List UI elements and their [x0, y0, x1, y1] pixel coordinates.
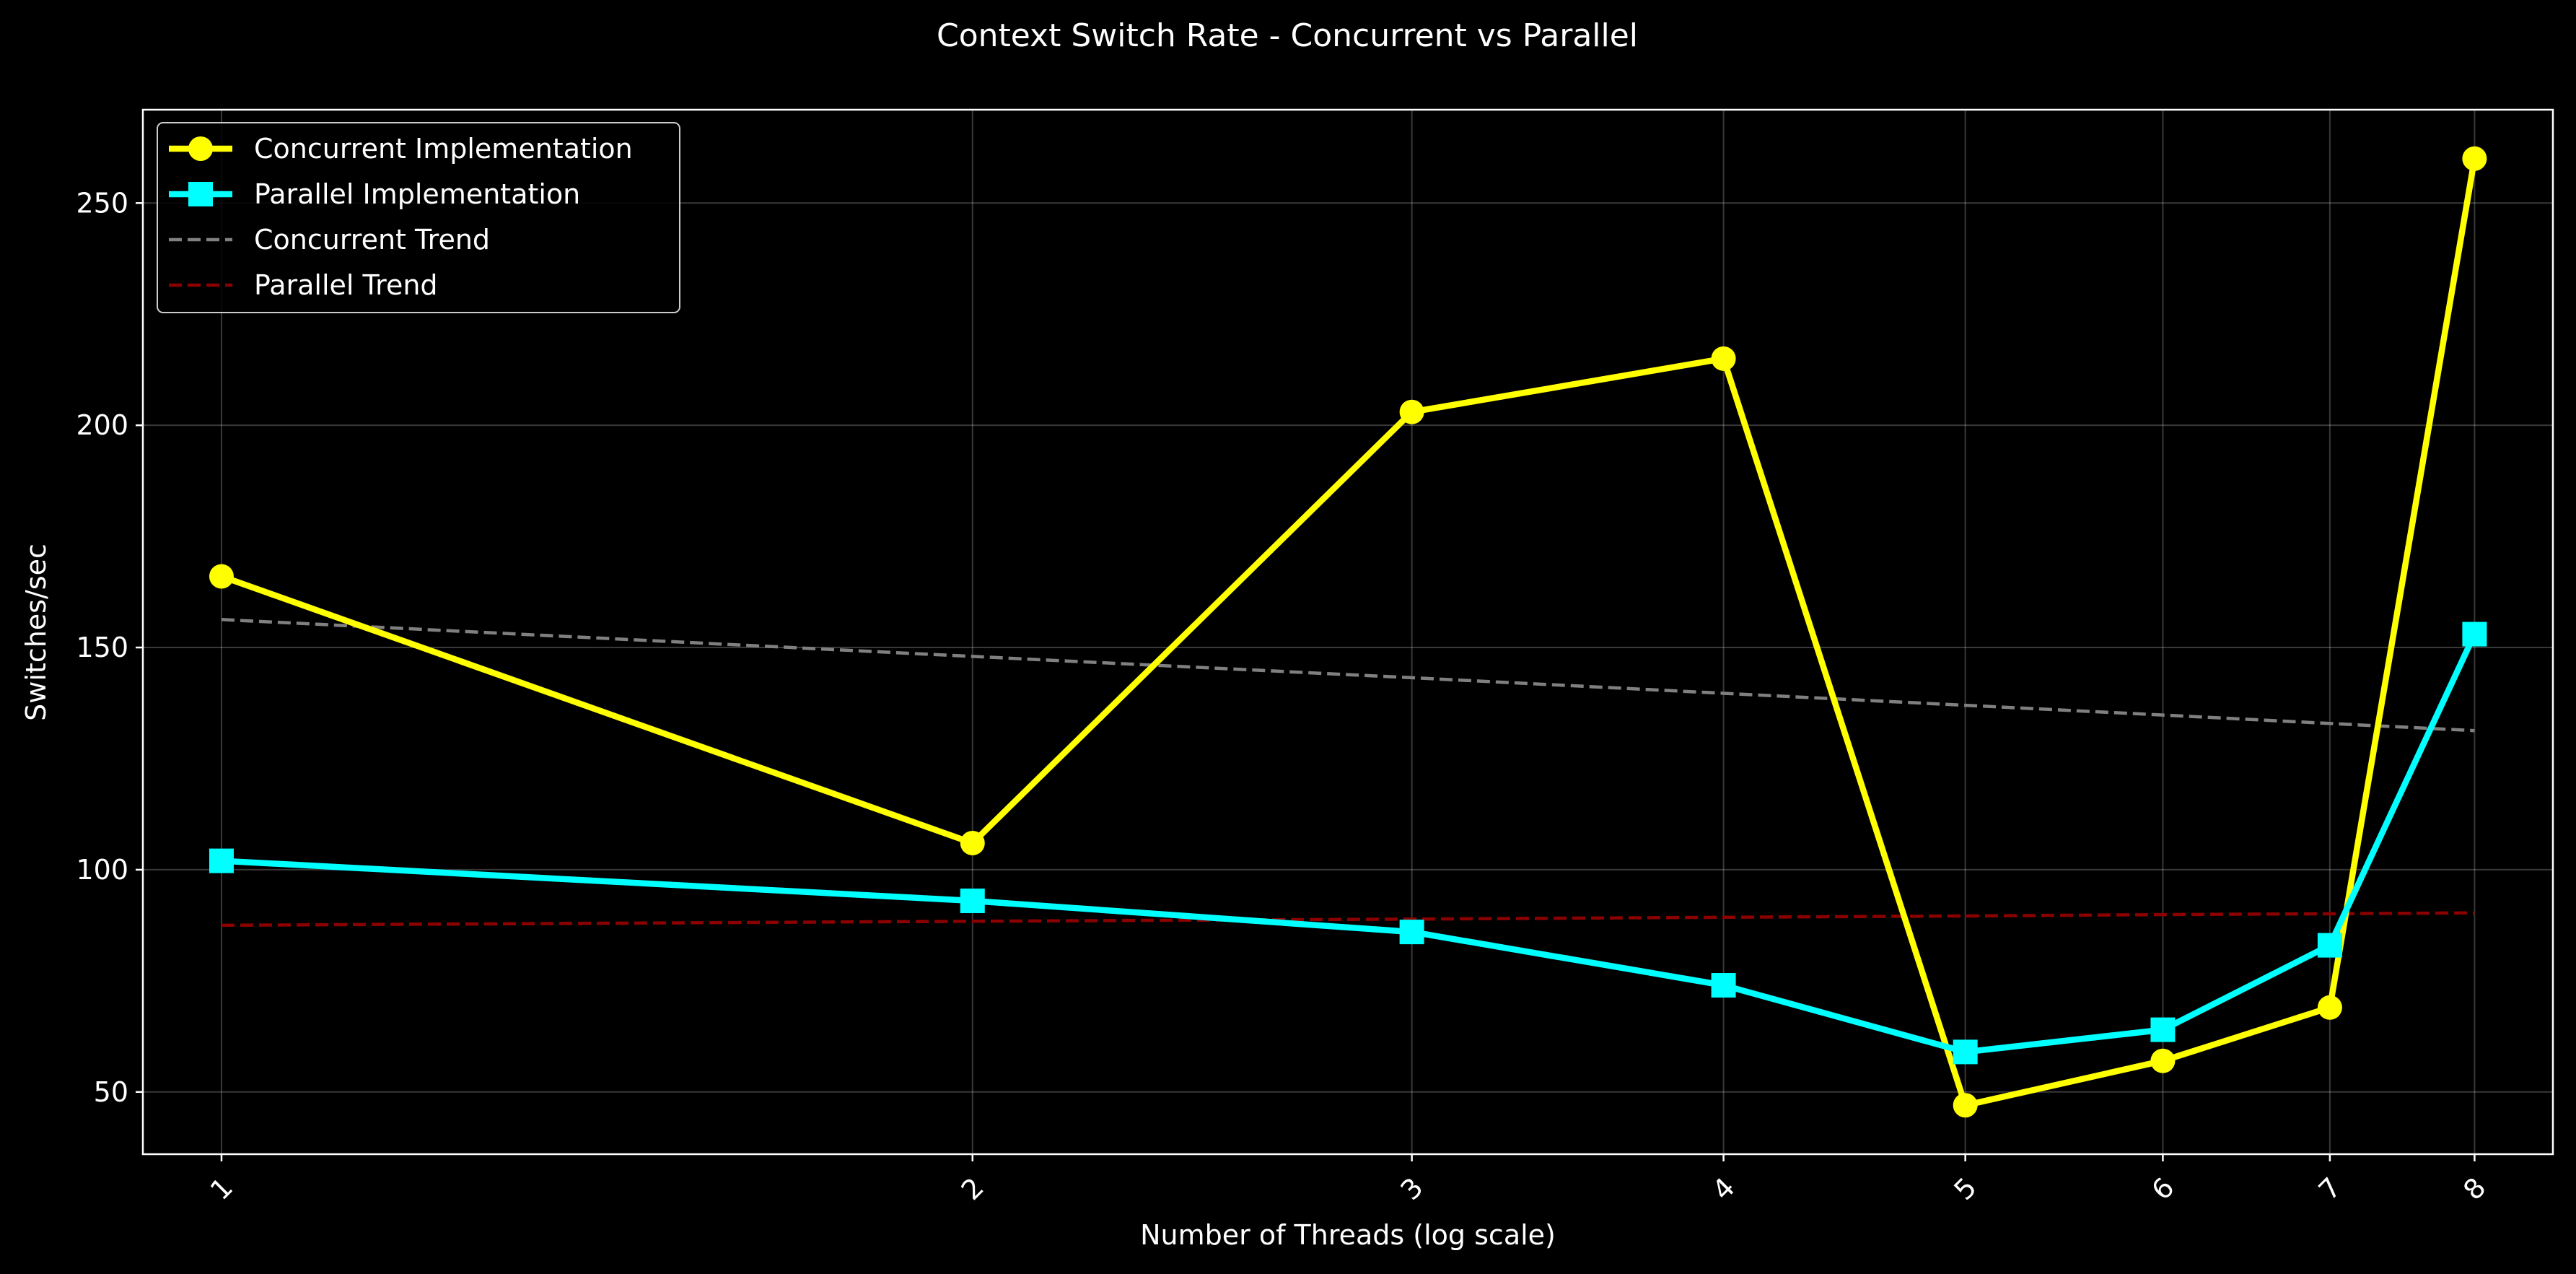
series-line-3 — [221, 911, 2475, 928]
y-tick-label: 200 — [76, 409, 128, 441]
data-point-0 — [209, 564, 234, 589]
series-line-0 — [220, 157, 2478, 1109]
y-tick-label: 100 — [76, 854, 128, 886]
data-point-1 — [1953, 1039, 1978, 1065]
y-tick-label: 250 — [76, 187, 128, 219]
data-point-0 — [2317, 995, 2342, 1020]
data-point-1 — [1399, 920, 1424, 945]
data-point-0 — [1711, 346, 1736, 371]
plot-frame — [141, 108, 2554, 1156]
data-point-1 — [960, 889, 985, 914]
legend-label-0: Concurrent Implementation — [254, 133, 633, 165]
y-axis-label: Switches/sec — [20, 544, 52, 721]
data-point-1 — [2462, 621, 2487, 647]
data-point-1 — [209, 848, 234, 873]
grid — [143, 110, 2553, 1154]
legend-label-1: Parallel Implementation — [254, 178, 580, 210]
legend: Concurrent Implementation Parallel Implem… — [157, 122, 680, 313]
legend-marker-1 — [188, 182, 213, 206]
series-line-2 — [221, 618, 2475, 733]
data-point-0 — [1953, 1093, 1978, 1118]
series-layer — [209, 146, 2487, 1118]
data-point-0 — [1399, 399, 1424, 424]
legend-label-2: Concurrent Trend — [254, 224, 490, 256]
data-point-0 — [960, 830, 985, 855]
data-point-0 — [2150, 1048, 2176, 1073]
y-tick-label: 50 — [94, 1076, 128, 1108]
legend-label-3: Parallel Trend — [254, 269, 438, 301]
data-point-0 — [2462, 146, 2487, 171]
legend-box — [157, 122, 680, 313]
chart-title: Context Switch Rate - Concurrent vs Para… — [937, 17, 1638, 54]
legend-marker-0 — [188, 136, 213, 161]
x-axis-label: Number of Threads (log scale) — [1140, 1219, 1556, 1251]
data-point-1 — [2317, 933, 2342, 958]
series-line-1 — [221, 632, 2478, 1055]
data-point-1 — [2150, 1017, 2176, 1042]
y-tick-label: 150 — [76, 632, 128, 663]
data-point-1 — [1711, 973, 1736, 998]
